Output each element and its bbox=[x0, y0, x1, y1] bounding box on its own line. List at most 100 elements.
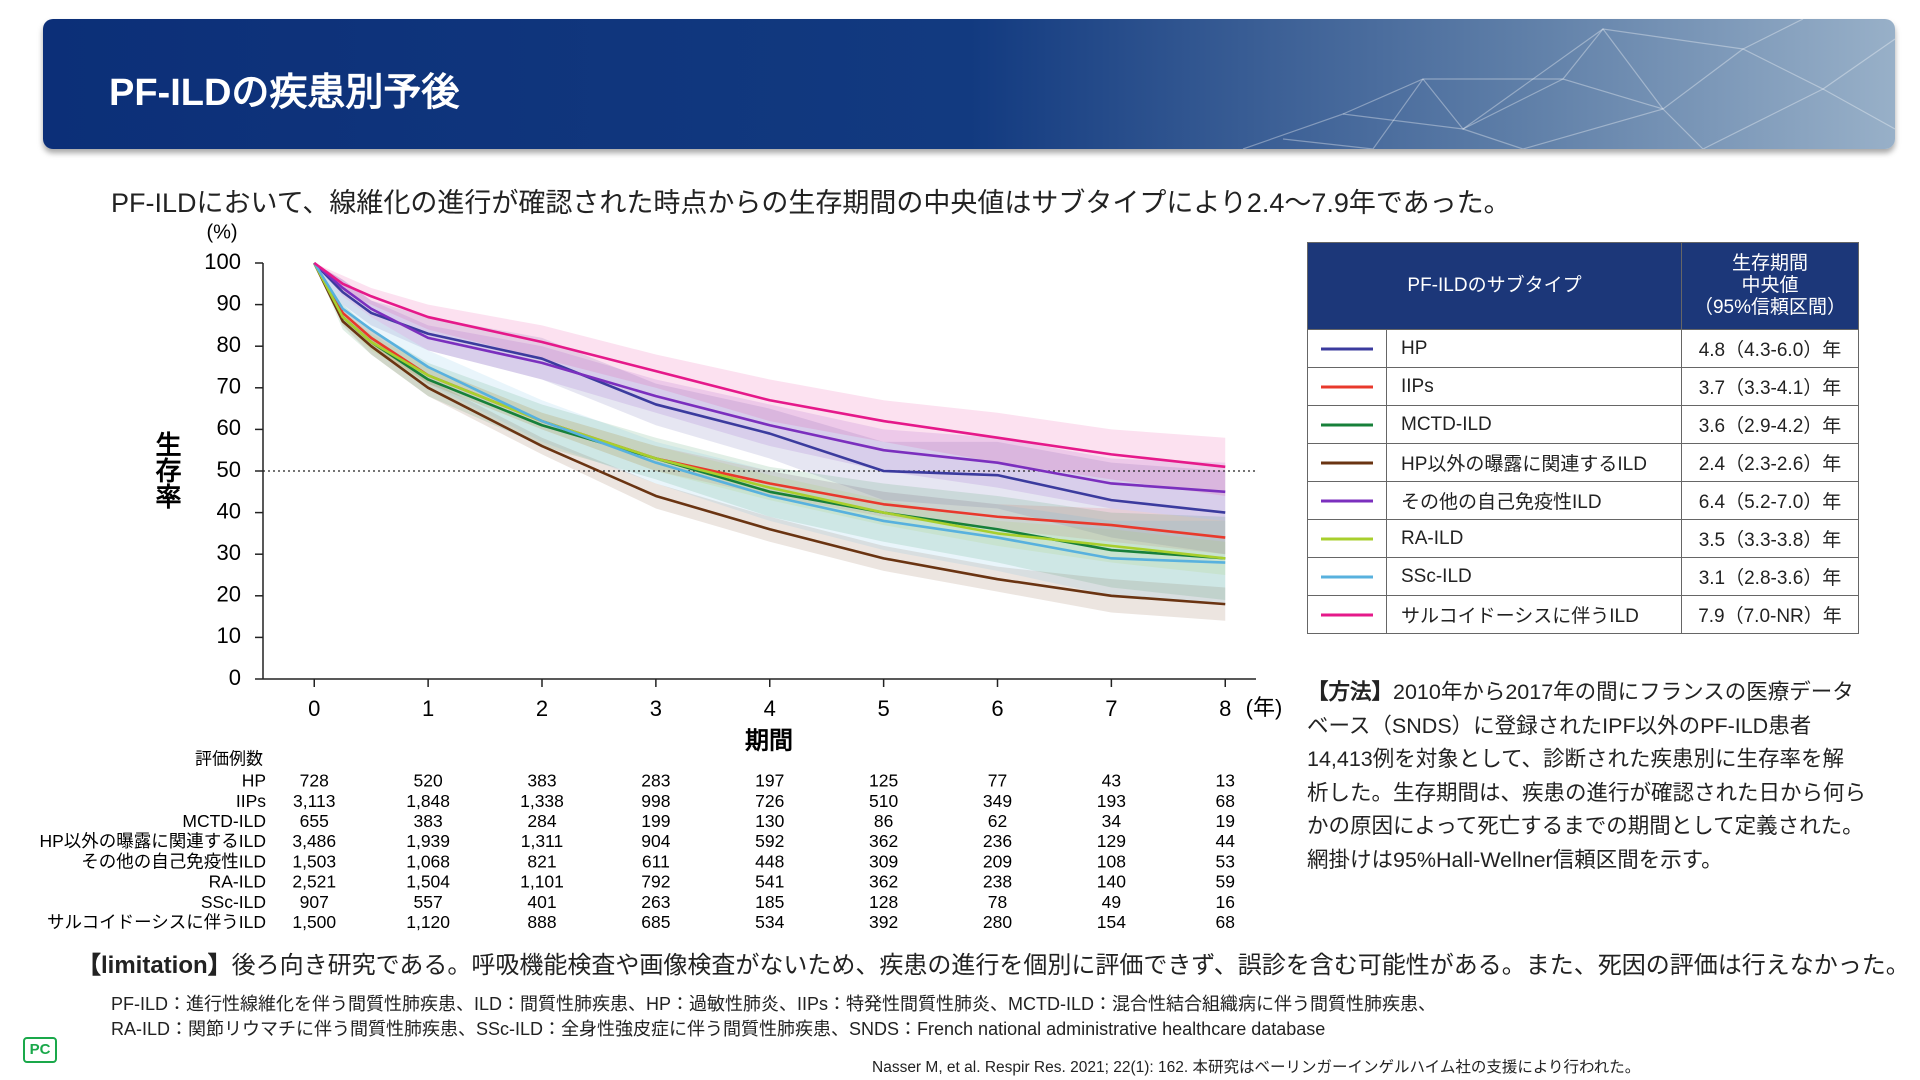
legend-swatch bbox=[1321, 423, 1373, 426]
risk-count: 129 bbox=[1097, 831, 1126, 851]
header-banner: PF-ILDの疾患別予後 bbox=[43, 19, 1895, 149]
method-text-line: ベース（SNDS）に登録されたIPF以外のPF-ILD患者 bbox=[1307, 713, 1812, 738]
risk-count: 108 bbox=[1097, 851, 1126, 871]
survival-line bbox=[313, 262, 1226, 560]
table-header-row: PF-ILDのサブタイプ 生存期間 中央値 （95%信頼区間） bbox=[1307, 242, 1859, 330]
legend-swatch bbox=[1321, 385, 1373, 388]
method-line: 析した。生存期間は、疾患の進行が確認された日から何ら bbox=[1307, 777, 1867, 811]
risk-count: 726 bbox=[755, 791, 784, 811]
risk-count: 34 bbox=[1102, 811, 1122, 831]
legend-cell bbox=[1307, 481, 1387, 520]
risk-count: 44 bbox=[1216, 831, 1236, 851]
abbreviation: PF-ILD：進行性線維化を伴う間質性肺疾患、ILD：間質性肺疾患、HP：過敏性… bbox=[111, 994, 1437, 1014]
citation: Nasser M, et al. Respir Res. 2021; 22(1)… bbox=[872, 1059, 1641, 1076]
legend-swatch bbox=[1321, 499, 1373, 502]
median-survival: 2.4（2.3-2.6）年 bbox=[1681, 443, 1859, 482]
risk-table-title: 評価例数 bbox=[195, 749, 263, 768]
risk-count: 197 bbox=[755, 771, 784, 791]
limitation-label: 【limitation】 bbox=[77, 952, 232, 979]
risk-count: 655 bbox=[300, 811, 329, 831]
risk-count: 611 bbox=[642, 851, 670, 871]
confidence-band bbox=[314, 263, 1226, 555]
risk-count: 904 bbox=[641, 831, 670, 851]
risk-count: 1,120 bbox=[406, 912, 450, 932]
y-tick-label: 0 bbox=[229, 665, 241, 690]
risk-count: 541 bbox=[755, 872, 784, 892]
risk-count: 728 bbox=[300, 771, 329, 791]
confidence-band bbox=[314, 263, 1226, 621]
subtype-name: RA-ILD bbox=[1386, 519, 1682, 558]
legend-cell bbox=[1307, 519, 1387, 558]
y-tick-label: 30 bbox=[217, 540, 241, 565]
survival-line bbox=[313, 262, 1226, 564]
subtype-name: HP以外の曝露に関連するILD bbox=[1386, 443, 1682, 482]
confidence-band bbox=[314, 263, 1226, 605]
method-line: 網掛けは95%Hall-Wellner信頼区間を示す。 bbox=[1307, 844, 1867, 878]
legend-cell bbox=[1307, 595, 1387, 634]
risk-count: 86 bbox=[874, 811, 893, 831]
table-row: HP 4.8（4.3-6.0）年 bbox=[1307, 329, 1859, 368]
risk-count: 280 bbox=[983, 912, 1012, 932]
risk-count: 209 bbox=[983, 851, 1012, 871]
table-row: IIPs 3.7（3.3-4.1）年 bbox=[1307, 367, 1859, 406]
risk-count: 77 bbox=[988, 771, 1007, 791]
method-text-line: 2010年から2017年の間にフランスの医療データ bbox=[1393, 680, 1854, 704]
subtype-name: MCTD-ILD bbox=[1386, 405, 1682, 444]
risk-count: 888 bbox=[527, 912, 556, 932]
y-axis-label: 生存率 bbox=[152, 431, 182, 509]
table-row: その他の自己免疫性ILD 6.4（5.2-7.0）年 bbox=[1307, 481, 1859, 520]
confidence-band bbox=[314, 263, 1226, 521]
subtype-table: PF-ILDのサブタイプ 生存期間 中央値 （95%信頼区間） HP 4.8（4.… bbox=[1307, 242, 1859, 634]
risk-count: 392 bbox=[869, 912, 898, 932]
y-tick-label: 100 bbox=[204, 249, 241, 274]
risk-row-label: HP以外の曝露に関連するILD bbox=[39, 831, 266, 851]
risk-count: 309 bbox=[869, 851, 898, 871]
risk-count: 59 bbox=[1216, 872, 1235, 892]
y-tick-label: 20 bbox=[217, 582, 241, 607]
method-line: 14,413例を対象として、診断された疾患別に生存率を解 bbox=[1307, 743, 1867, 777]
risk-count: 557 bbox=[414, 892, 443, 912]
legend-swatch bbox=[1321, 575, 1373, 578]
subtype-name: HP bbox=[1386, 329, 1682, 368]
table-header: 生存期間 中央値 （95%信頼区間） bbox=[1681, 242, 1859, 330]
subtype-name: SSc-ILD bbox=[1386, 557, 1682, 596]
risk-count: 16 bbox=[1216, 892, 1235, 912]
y-unit: (%) bbox=[206, 221, 237, 243]
median-survival: 3.6（2.9-4.2）年 bbox=[1681, 405, 1859, 444]
risk-count: 592 bbox=[755, 831, 784, 851]
x-tick-label: 6 bbox=[991, 696, 1003, 721]
risk-count: 263 bbox=[641, 892, 670, 912]
risk-count: 62 bbox=[988, 811, 1007, 831]
y-tick-label: 80 bbox=[217, 332, 241, 357]
risk-count: 3,486 bbox=[292, 831, 336, 851]
x-tick-label: 5 bbox=[878, 696, 890, 721]
x-tick-label: 2 bbox=[536, 696, 548, 721]
risk-row-label: サルコイドーシスに伴うILD bbox=[47, 912, 266, 932]
x-tick-label: 8 bbox=[1219, 696, 1231, 721]
median-survival: 7.9（7.0-NR）年 bbox=[1681, 595, 1859, 634]
survival-line bbox=[313, 262, 1226, 494]
legend-cell bbox=[1307, 367, 1387, 406]
y-tick-label: 50 bbox=[217, 457, 241, 482]
risk-count: 1,939 bbox=[406, 831, 450, 851]
risk-count: 125 bbox=[869, 771, 898, 791]
risk-row-label: HP bbox=[242, 771, 266, 791]
table-row: サルコイドーシスに伴うILD 7.9（7.0-NR）年 bbox=[1307, 595, 1859, 634]
method-text-line: かの原因によって死亡するまでの期間として定義された。 bbox=[1307, 814, 1864, 838]
risk-count: 53 bbox=[1216, 851, 1235, 871]
risk-count: 520 bbox=[414, 771, 443, 791]
risk-row-label: その他の自己免疫性ILD bbox=[81, 851, 266, 871]
legend-swatch bbox=[1321, 613, 1373, 616]
survival-line bbox=[313, 261, 1226, 469]
risk-count: 68 bbox=[1216, 791, 1235, 811]
x-axis-label: 期間 bbox=[745, 727, 793, 754]
risk-count: 193 bbox=[1097, 791, 1126, 811]
legend-swatch bbox=[1321, 537, 1373, 540]
method-line: かの原因によって死亡するまでの期間として定義された。 bbox=[1307, 810, 1867, 844]
risk-count: 199 bbox=[641, 811, 670, 831]
method-text: 【方法】2010年から2017年の間にフランスの医療データベース（SNDS）に登… bbox=[1307, 676, 1867, 877]
method-line: 【方法】2010年から2017年の間にフランスの医療データ bbox=[1307, 676, 1867, 710]
risk-count: 448 bbox=[755, 851, 784, 871]
risk-count: 185 bbox=[755, 892, 784, 912]
risk-count: 383 bbox=[414, 811, 443, 831]
